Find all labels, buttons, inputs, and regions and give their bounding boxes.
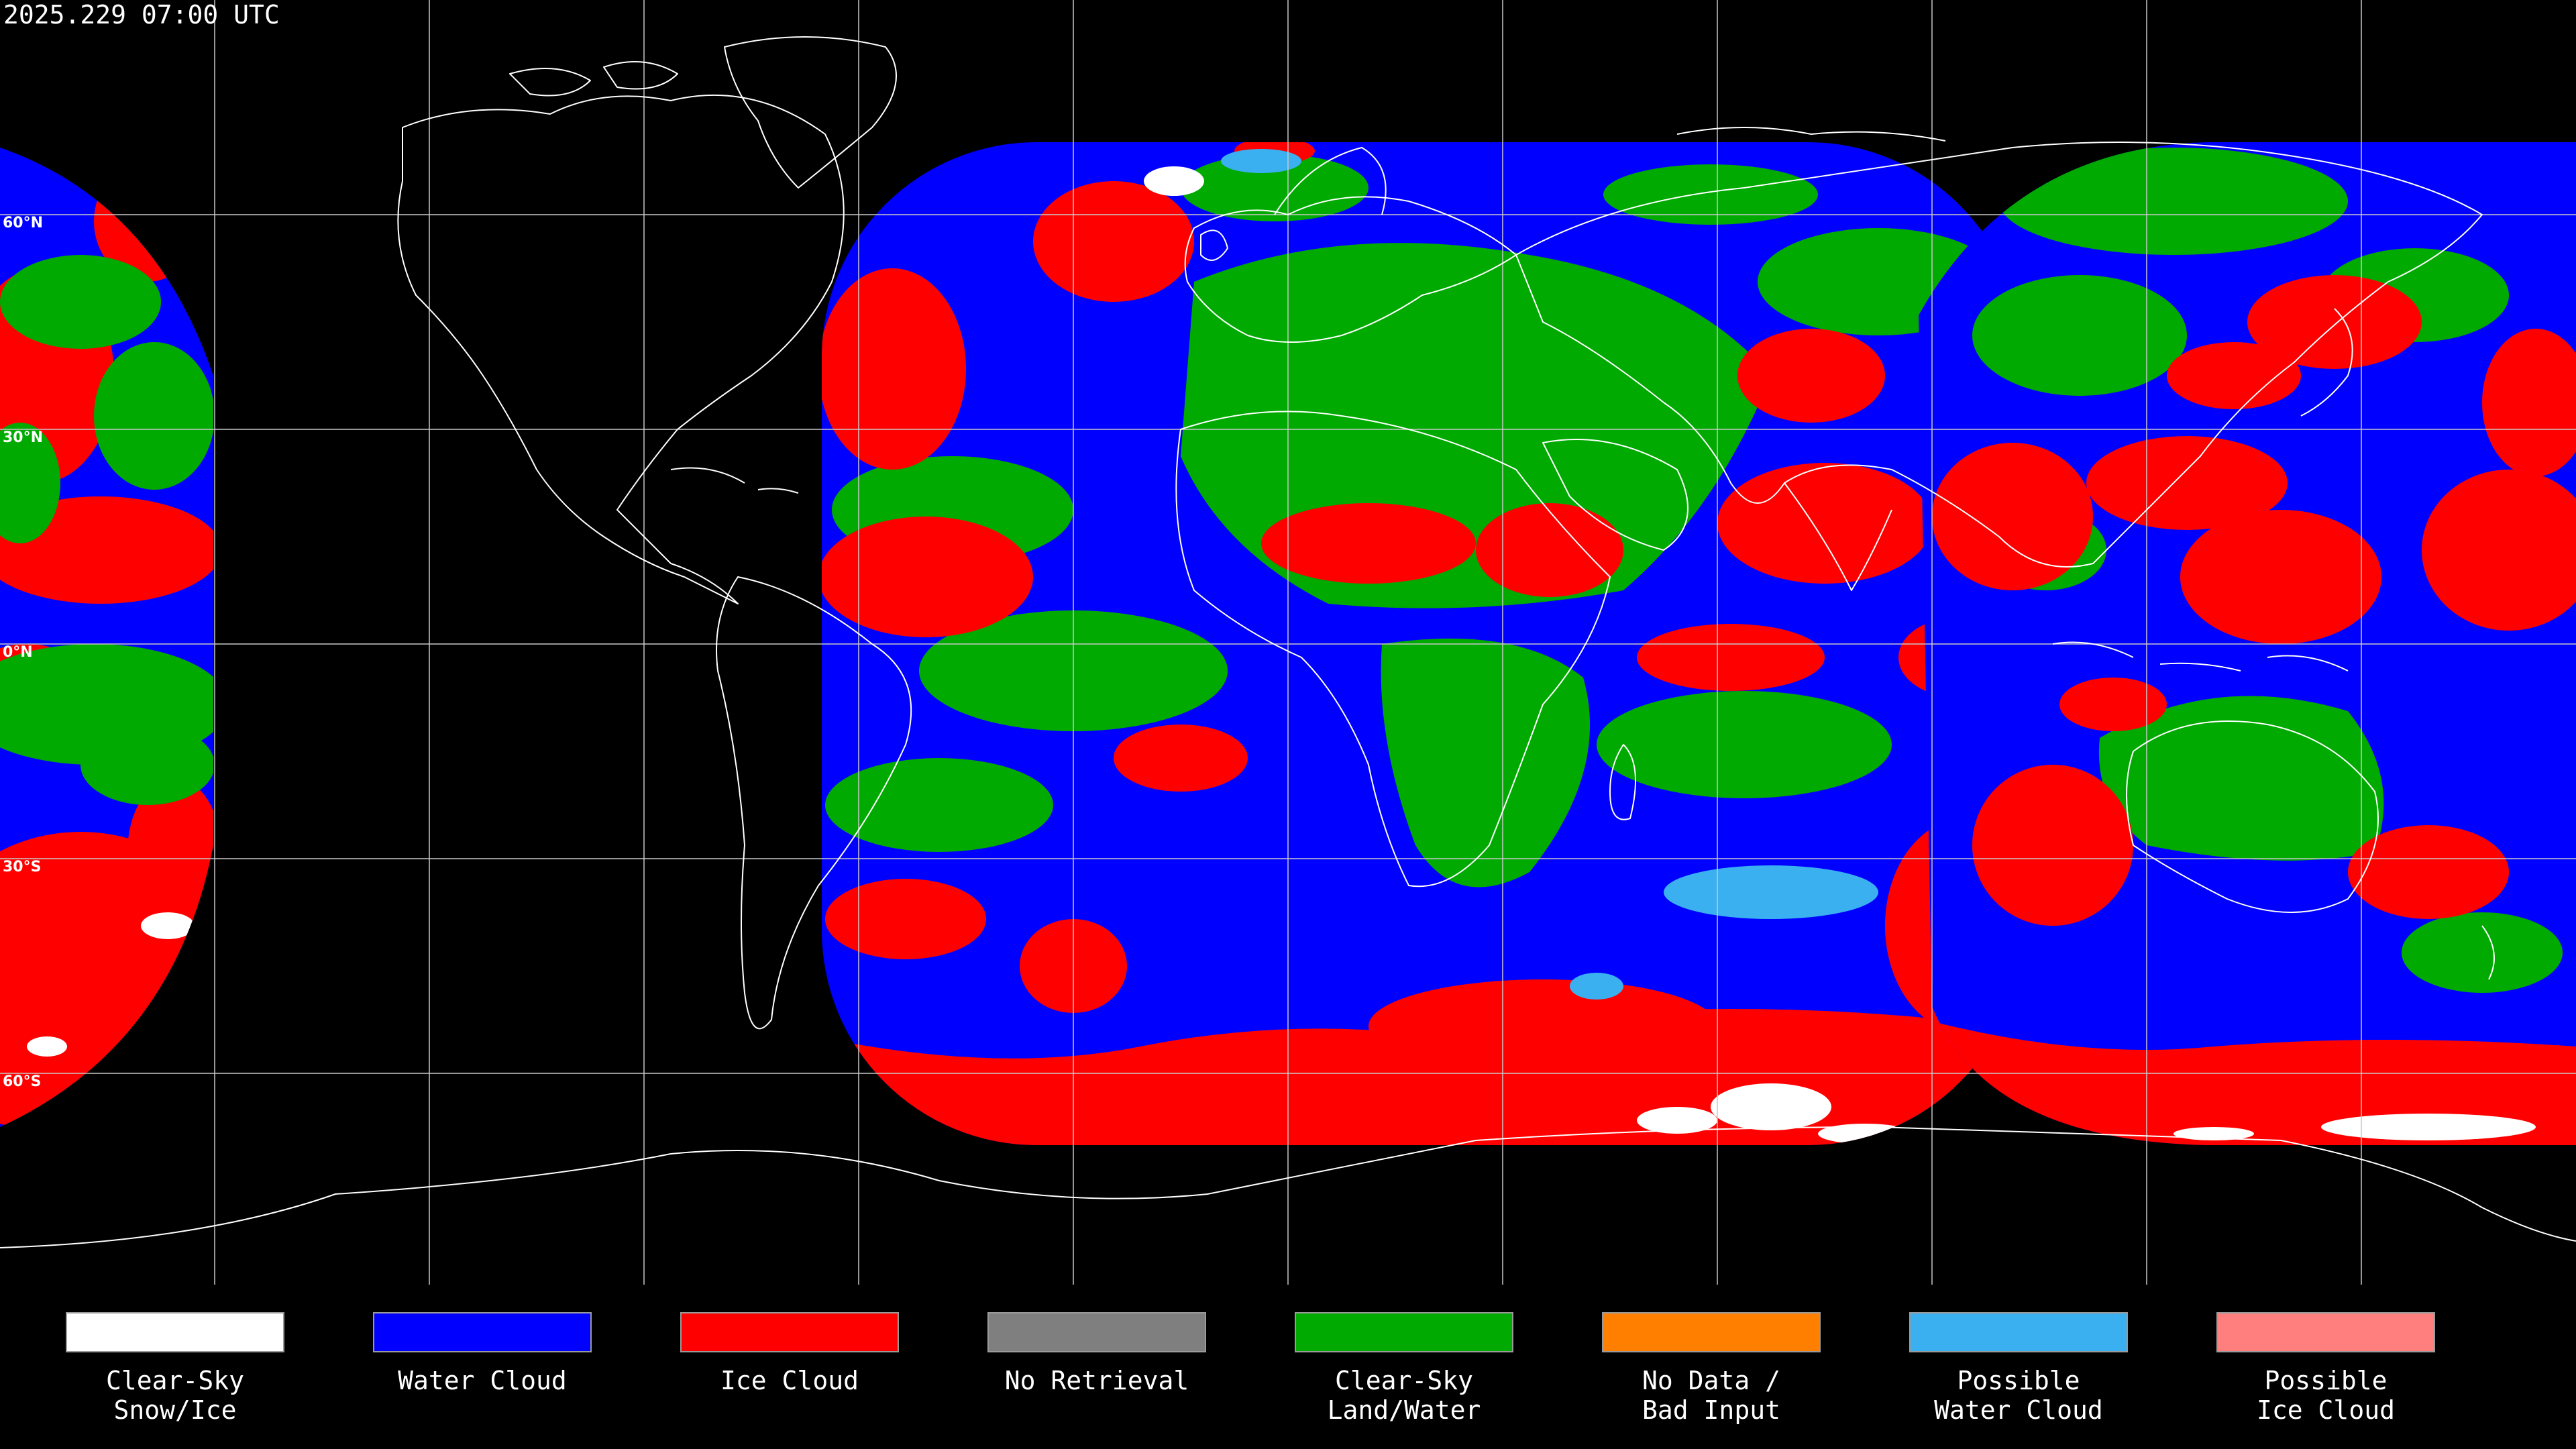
lat-label-30s: 30°S — [3, 859, 42, 875]
legend-item-no-retrieval: No Retrieval — [987, 1312, 1209, 1446]
legend-label: No Data / Bad Input — [1642, 1366, 1780, 1425]
legend-swatch — [66, 1312, 284, 1352]
legend-item-water-cloud: Water Cloud — [373, 1312, 594, 1446]
legend-label: Possible Water Cloud — [1934, 1366, 2103, 1425]
legend-label: Possible Ice Cloud — [2257, 1366, 2395, 1425]
legend-label: Clear-Sky Snow/Ice — [106, 1366, 244, 1425]
satellite-swath-west — [0, 148, 213, 1127]
cloud-phase-map: 2025.229 07:00 UTC 60°N 30°N 0°N 30°S 60… — [0, 0, 2576, 1285]
legend-swatch — [987, 1312, 1206, 1352]
lat-label-60n: 60°N — [3, 215, 44, 231]
map-canvas — [0, 0, 2576, 1285]
legend-label: Ice Cloud — [720, 1366, 859, 1395]
legend-item-possible-ice-cloud: Possible Ice Cloud — [2216, 1312, 2438, 1446]
legend-item-clear-sky-snow-ice: Clear-Sky Snow/Ice — [66, 1312, 287, 1446]
legend-swatch — [680, 1312, 899, 1352]
legend-swatch — [1295, 1312, 1513, 1352]
legend-item-no-data-bad-input: No Data / Bad Input — [1602, 1312, 1823, 1446]
coastlines — [0, 36, 2576, 1248]
lat-label-equator: 0°N — [3, 644, 33, 661]
lat-label-60s: 60°S — [3, 1073, 42, 1090]
timestamp-label: 2025.229 07:00 UTC — [3, 0, 280, 30]
legend-item-possible-water-cloud: Possible Water Cloud — [1909, 1312, 2131, 1446]
graticule — [0, 0, 2576, 1285]
legend-label: Water Cloud — [398, 1366, 567, 1395]
legend-swatch — [1909, 1312, 2128, 1352]
legend-label: Clear-Sky Land/Water — [1327, 1366, 1481, 1425]
legend-item-clear-sky-land-water: Clear-Sky Land/Water — [1295, 1312, 1516, 1446]
lat-label-30n: 30°N — [3, 429, 44, 446]
legend-swatch — [1602, 1312, 1821, 1352]
legend-label: No Retrieval — [1004, 1366, 1189, 1395]
legend-item-ice-cloud: Ice Cloud — [680, 1312, 902, 1446]
legend: Clear-Sky Snow/Ice Water Cloud Ice Cloud… — [0, 1288, 2576, 1449]
legend-swatch — [2216, 1312, 2435, 1352]
legend-swatch — [373, 1312, 592, 1352]
